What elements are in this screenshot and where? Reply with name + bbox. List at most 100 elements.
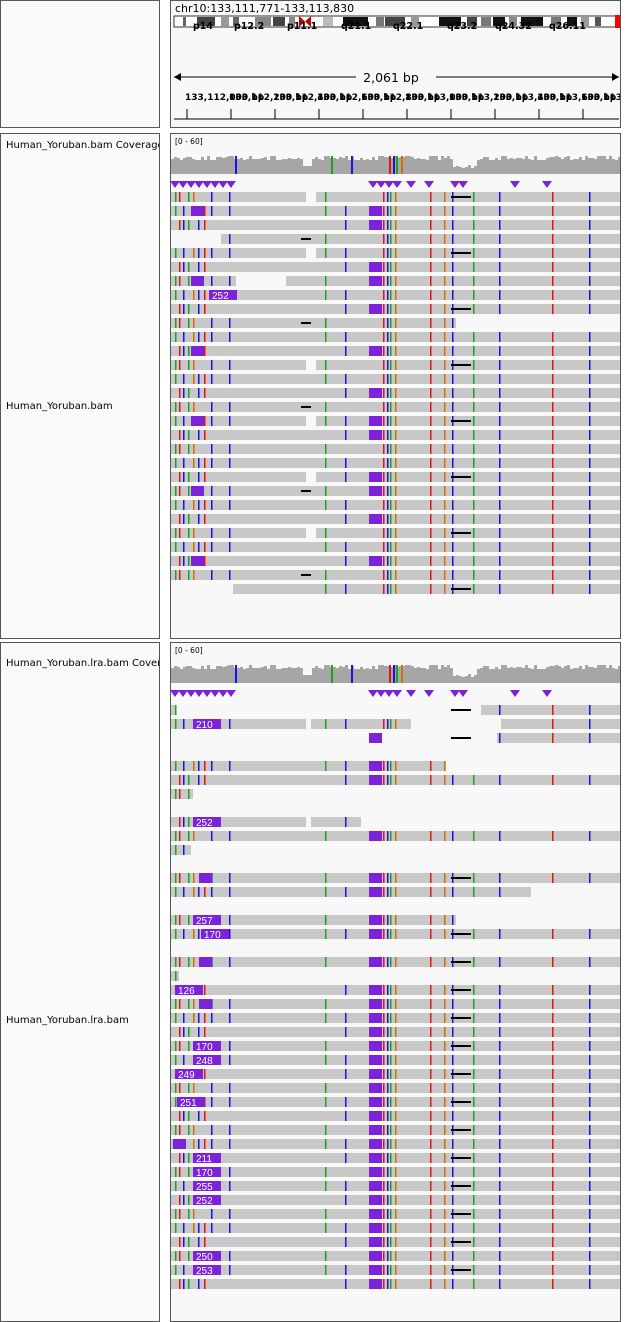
mismatch (473, 957, 475, 967)
mismatch (188, 318, 190, 328)
mismatch (430, 374, 432, 384)
mismatch (193, 761, 195, 771)
mismatch (383, 332, 385, 342)
coverage-bar (408, 156, 411, 174)
coverage-variant (389, 665, 391, 683)
coverage-bar (480, 159, 483, 174)
coverage-bar (405, 156, 408, 174)
mismatch (325, 206, 327, 216)
mismatch (229, 416, 231, 426)
mismatch (383, 985, 385, 995)
mismatch (325, 444, 327, 454)
coverage-bar (186, 157, 189, 174)
read-row (171, 1083, 620, 1093)
mismatch (390, 1251, 392, 1261)
mismatch (179, 831, 181, 841)
coverage-track-name[interactable]: Human_Yoruban.lra.bam Coverage (6, 658, 159, 669)
read-row: 251 (171, 1097, 620, 1109)
insertion-size-label: 170 (196, 1042, 213, 1053)
mismatch (589, 388, 591, 398)
mismatch (430, 500, 432, 510)
mismatch (589, 472, 591, 482)
mismatch (452, 1111, 454, 1121)
coverage-track-name[interactable]: Human_Yoruban.bam Coverage (6, 140, 160, 151)
read-row (171, 1279, 620, 1289)
chromosome-ideogram[interactable] (171, 1, 621, 128)
mismatch (383, 444, 385, 454)
mismatch (325, 957, 327, 967)
mismatch (473, 831, 475, 841)
mismatch (345, 1097, 347, 1107)
aligned-read (171, 416, 306, 426)
mismatch (193, 1139, 195, 1149)
insertion-block (173, 1139, 186, 1149)
track-name-panel[interactable]: Human_Yoruban.lra.bam Coverage Human_Yor… (0, 642, 160, 1322)
coverage-bar (444, 158, 447, 174)
coverage-bar (585, 665, 588, 683)
mismatch (395, 374, 397, 384)
mismatch (229, 332, 231, 342)
mismatch (499, 220, 501, 230)
coverage-bar (609, 156, 612, 174)
mismatch (179, 360, 181, 370)
coverage-bar (546, 667, 549, 683)
mismatch (204, 262, 206, 272)
mismatch (473, 500, 475, 510)
alignment-track-panel[interactable]: [0 - 60] 210 252 257 170 126 170 248 249 251 211 1… (170, 642, 621, 1322)
coverage-bar (291, 668, 294, 683)
mismatch (179, 192, 181, 202)
insertion-block (369, 388, 382, 398)
alignment-track-name[interactable]: Human_Yoruban.lra.bam (6, 1015, 129, 1026)
mismatch (188, 1153, 190, 1163)
mismatch (383, 290, 385, 300)
mismatch (430, 831, 432, 841)
coverage-bar (354, 669, 357, 683)
track-name-panel[interactable]: Human_Yoruban.bam Coverage Human_Yoruban… (0, 133, 160, 639)
mismatch (395, 1237, 397, 1247)
ruler-tick-label: 133,112,000 bp (185, 93, 265, 103)
mismatch (345, 220, 347, 230)
insertion-block (369, 262, 382, 272)
coverage-bar (285, 159, 288, 174)
mismatch (383, 220, 385, 230)
coverage-bar (555, 156, 558, 174)
coverage-bar (267, 160, 270, 174)
mismatch (179, 346, 181, 356)
mismatch (383, 472, 385, 482)
mismatch (444, 1209, 446, 1219)
aligned-read (221, 234, 620, 244)
mismatch (325, 831, 327, 841)
coverage-bar (258, 668, 261, 683)
mismatch (179, 220, 181, 230)
mismatch (383, 1083, 385, 1093)
mismatch (345, 514, 347, 524)
alignment-track-name[interactable]: Human_Yoruban.bam (6, 401, 113, 412)
mismatch (390, 262, 392, 272)
coverage-bar (399, 666, 402, 683)
mismatch (552, 1153, 554, 1163)
mismatch (430, 1139, 432, 1149)
read-row (171, 556, 620, 566)
mismatch (589, 360, 591, 370)
coverage-bar (333, 158, 336, 174)
mismatch (175, 1265, 177, 1275)
mismatch (552, 332, 554, 342)
insertion-block (199, 873, 212, 883)
mismatch (345, 332, 347, 342)
coverage-bar (288, 667, 291, 683)
insertion-block (369, 1083, 382, 1093)
alignment-track-panel[interactable]: [0 - 60] 252 (170, 133, 621, 639)
alignment-canvas[interactable]: 2102522571701261702482492512111702552522… (171, 643, 621, 1322)
mismatch (552, 985, 554, 995)
read-row (171, 957, 620, 967)
insertion-marker (510, 181, 520, 188)
mismatch (383, 388, 385, 398)
mismatch (383, 1167, 385, 1177)
mismatch (473, 290, 475, 300)
mismatch (188, 1251, 190, 1261)
mismatch (552, 929, 554, 939)
mismatch (383, 1237, 385, 1247)
alignment-canvas[interactable]: 252 (171, 134, 621, 639)
aligned-read (171, 360, 306, 370)
mismatch (452, 556, 454, 566)
